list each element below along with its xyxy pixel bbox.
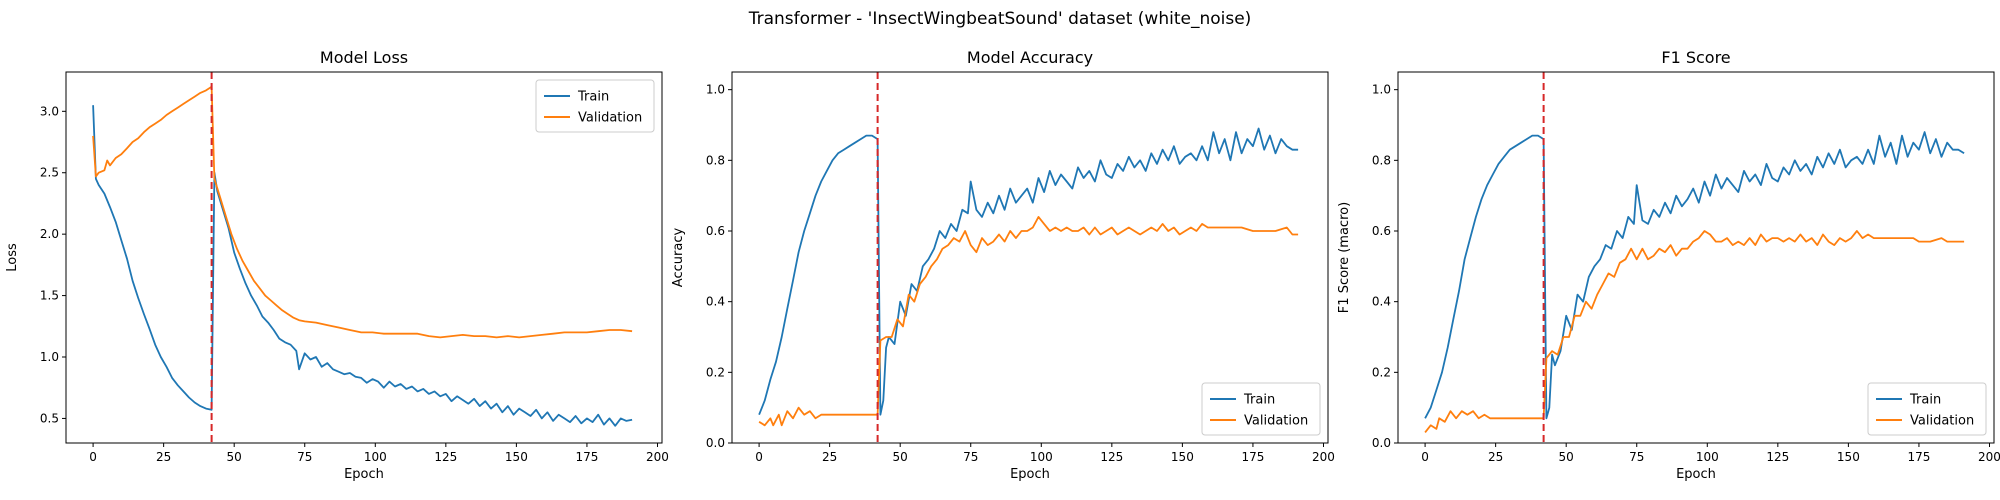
x-tick-label: 50 xyxy=(1559,450,1574,464)
x-tick-label: 50 xyxy=(227,450,242,464)
x-tick-label: 25 xyxy=(156,450,171,464)
x-tick-label: 175 xyxy=(1241,450,1264,464)
legend-label: Train xyxy=(1909,393,1941,408)
legend-box xyxy=(535,79,655,133)
x-tick-label: 150 xyxy=(1171,450,1194,464)
y-tick-label: 1.0 xyxy=(1372,83,1391,97)
y-tick-label: 0.8 xyxy=(706,153,725,167)
x-tick-label: 0 xyxy=(1421,450,1429,464)
chart-panel-1: Model Loss 0 25 50 75 100 125 150 175 200 0.5 1.0 1.… xyxy=(5,48,669,482)
chart-title: F1 Score xyxy=(1661,48,1730,67)
x-tick-label: 125 xyxy=(434,450,457,464)
chart-panel-3: F1 Score 0 25 50 75 100 125 150 175 200 0.0 0.2 0.4 0… xyxy=(1337,48,2000,482)
y-tick-label: 2.0 xyxy=(40,227,59,241)
y-tick-label: 0.6 xyxy=(1372,224,1391,238)
x-tick-label: 200 xyxy=(1978,450,2000,464)
plot-frame xyxy=(1397,71,1995,444)
series-line-validation xyxy=(1424,230,1965,433)
legend-label: Train xyxy=(577,90,609,105)
x-tick-label: 200 xyxy=(1312,450,1335,464)
y-tick-label: 2.5 xyxy=(40,166,59,180)
y-tick-label: 1.0 xyxy=(706,83,725,97)
chart-panel-2: Model Accuracy 0 25 50 75 100 125 150 175 200 0.0 0… xyxy=(671,48,1335,482)
legend-label: Train xyxy=(1243,393,1275,408)
legend: Train Validation xyxy=(1867,382,1987,436)
series-line-train xyxy=(758,127,1299,416)
x-tick-label: 0 xyxy=(755,450,763,464)
series-line-validation xyxy=(92,85,633,339)
x-tick-label: 50 xyxy=(893,450,908,464)
y-tick-label: 3.0 xyxy=(40,104,59,118)
x-axis-label: Epoch xyxy=(1010,467,1050,482)
x-tick-label: 125 xyxy=(1100,450,1123,464)
y-axis-label: Loss xyxy=(5,243,20,272)
y-tick-label: 0.2 xyxy=(706,365,725,379)
series-line-validation xyxy=(758,216,1299,427)
chart-title: Model Loss xyxy=(320,48,408,67)
figure-suptitle: Transformer - 'InsectWingbeatSound' data… xyxy=(748,9,1252,29)
x-tick-label: 75 xyxy=(963,450,978,464)
plot-frame xyxy=(65,71,663,444)
y-axis-label: F1 Score (macro) xyxy=(1337,202,1352,313)
y-axis-label: Accuracy xyxy=(671,228,686,288)
y-tick-label: 0.2 xyxy=(1372,365,1391,379)
y-tick-label: 0.0 xyxy=(1372,436,1391,450)
plot-frame xyxy=(731,71,1329,444)
legend: Train Validation xyxy=(535,79,655,133)
y-tick-label: 0.8 xyxy=(1372,153,1391,167)
x-tick-label: 75 xyxy=(1629,450,1644,464)
y-tick-label: 0.0 xyxy=(706,436,725,450)
x-tick-label: 75 xyxy=(297,450,312,464)
legend-label: Validation xyxy=(1910,414,1974,429)
legend-label: Validation xyxy=(1244,414,1308,429)
y-tick-label: 0.4 xyxy=(706,295,725,309)
x-tick-label: 25 xyxy=(822,450,837,464)
legend: Train Validation xyxy=(1201,382,1321,436)
y-tick-label: 1.0 xyxy=(40,350,59,364)
x-tick-label: 100 xyxy=(364,450,387,464)
series-line-train xyxy=(1424,131,1965,420)
series-line-train xyxy=(92,105,633,427)
y-tick-label: 0.5 xyxy=(40,411,59,425)
x-tick-label: 100 xyxy=(1696,450,1719,464)
x-tick-label: 0 xyxy=(89,450,97,464)
y-tick-label: 0.6 xyxy=(706,224,725,238)
x-tick-label: 150 xyxy=(505,450,528,464)
legend-label: Validation xyxy=(578,111,642,126)
y-tick-label: 0.4 xyxy=(1372,295,1391,309)
x-tick-label: 175 xyxy=(1907,450,1930,464)
legend-box xyxy=(1201,382,1321,436)
x-tick-label: 125 xyxy=(1766,450,1789,464)
y-tick-label: 1.5 xyxy=(40,289,59,303)
x-axis-label: Epoch xyxy=(344,467,384,482)
x-tick-label: 25 xyxy=(1488,450,1503,464)
x-axis-label: Epoch xyxy=(1676,467,1716,482)
legend-box xyxy=(1867,382,1987,436)
x-tick-label: 200 xyxy=(646,450,669,464)
x-tick-label: 175 xyxy=(575,450,598,464)
x-tick-label: 150 xyxy=(1837,450,1860,464)
x-tick-label: 100 xyxy=(1030,450,1053,464)
chart-title: Model Accuracy xyxy=(967,48,1093,67)
